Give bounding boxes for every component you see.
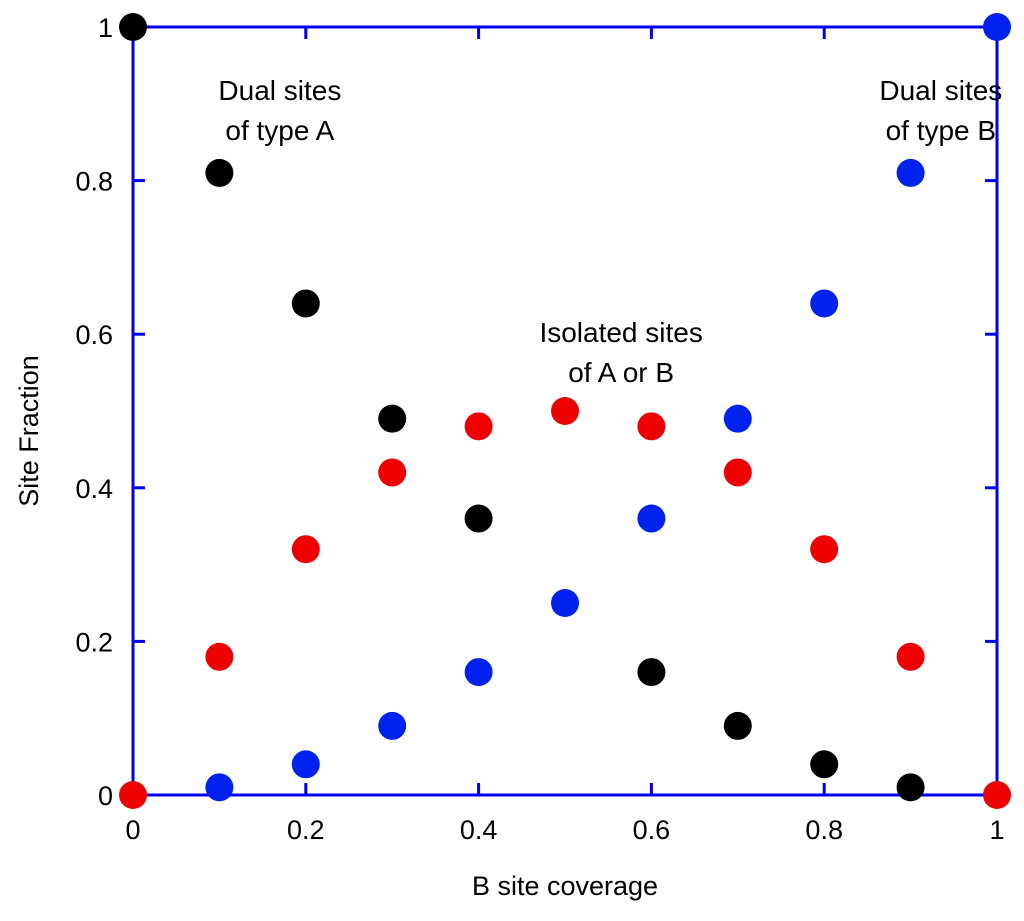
y-tick-label: 0 bbox=[98, 781, 113, 811]
data-point bbox=[723, 404, 752, 433]
x-tick-label: 0.6 bbox=[633, 815, 671, 845]
data-point bbox=[551, 397, 579, 425]
data-point bbox=[723, 458, 752, 487]
data-point bbox=[205, 158, 234, 187]
data-point bbox=[637, 412, 666, 441]
data-point bbox=[291, 289, 320, 318]
x-axis-title: B site coverage bbox=[472, 871, 658, 901]
data-point bbox=[896, 158, 925, 187]
data-point bbox=[291, 535, 320, 564]
data-point bbox=[464, 658, 493, 687]
plot-frame bbox=[131, 25, 999, 797]
x-tick-label: 0 bbox=[125, 815, 140, 845]
data-point bbox=[983, 781, 1011, 809]
y-tick-label: 0.6 bbox=[75, 320, 113, 350]
data-point bbox=[551, 589, 579, 617]
data-point bbox=[205, 642, 234, 671]
annotation-text: Dual sites bbox=[218, 75, 341, 106]
data-point bbox=[291, 750, 320, 779]
data-point bbox=[119, 781, 147, 809]
annotation-text: Dual sites bbox=[879, 75, 1002, 106]
data-point bbox=[464, 412, 493, 441]
y-tick-label: 0.2 bbox=[75, 627, 113, 657]
data-point bbox=[723, 711, 752, 740]
x-tick-label: 0.2 bbox=[287, 815, 325, 845]
data-point bbox=[896, 773, 925, 802]
data-point bbox=[637, 658, 666, 687]
y-axis-title: Site Fraction bbox=[14, 355, 44, 507]
x-tick-label: 0.8 bbox=[805, 815, 843, 845]
annotation-text: of A or B bbox=[568, 357, 674, 388]
data-point bbox=[119, 13, 147, 41]
y-tick-label: 1 bbox=[98, 13, 113, 43]
data-point bbox=[810, 535, 839, 564]
data-point bbox=[464, 504, 493, 533]
x-tick-label: 0.4 bbox=[460, 815, 498, 845]
annotation-text: of type A bbox=[225, 115, 334, 146]
data-point bbox=[378, 711, 407, 740]
data-point bbox=[378, 458, 407, 487]
data-point bbox=[983, 13, 1011, 41]
x-tick-label: 1 bbox=[989, 815, 1004, 845]
annotation-text: of type B bbox=[886, 115, 997, 146]
y-tick-label: 0.8 bbox=[75, 167, 113, 197]
data-point bbox=[896, 642, 925, 671]
data-point bbox=[205, 773, 234, 802]
data-point bbox=[378, 404, 407, 433]
data-point bbox=[810, 750, 839, 779]
annotation-text: Isolated sites bbox=[539, 317, 702, 348]
y-tick-label: 0.4 bbox=[75, 474, 113, 504]
data-point bbox=[637, 504, 666, 533]
data-point bbox=[810, 289, 839, 318]
